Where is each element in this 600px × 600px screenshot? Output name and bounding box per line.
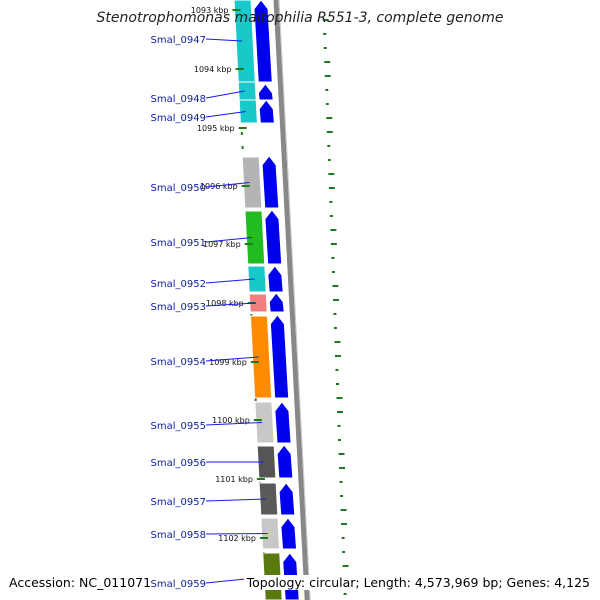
gene-label: Smal_0953	[151, 302, 206, 313]
cds-arrow	[267, 265, 284, 293]
cds-arrow	[264, 209, 283, 265]
genome-summary-text: Topology: circular; Length: 4,573,969 bp…	[243, 575, 590, 590]
cds-arrow	[269, 314, 290, 399]
feature-block	[244, 210, 266, 265]
leader-line	[205, 90, 245, 99]
scale-tick-label: 1095 kbp	[197, 124, 235, 133]
leader-line	[205, 182, 250, 188]
map-title: Stenotrophomonas maltophilia R551-3, com…	[96, 10, 504, 26]
leader-line	[205, 38, 243, 42]
scale-tick-label: 1093 kbp	[191, 6, 229, 15]
cds-arrow	[258, 99, 275, 124]
feature-block	[241, 156, 263, 209]
gene-label: Smal_0947	[151, 35, 206, 46]
gene-label: Smal_0954	[151, 357, 206, 368]
scale-tick-label: 1097 kbp	[203, 240, 241, 249]
leader-line	[205, 111, 246, 118]
scale-tick-label: 1098 kbp	[206, 299, 244, 308]
scale-ticks: 1093 kbp 1094 kbp 1095 kbp 1096 kbp 1097 kbp…	[191, 6, 268, 543]
leader-line	[205, 356, 259, 362]
scale-tick-label: 1096 kbp	[200, 182, 238, 191]
leader-line	[205, 533, 268, 535]
gene-label: Smal_0958	[151, 530, 206, 541]
gene-label: Smal_0949	[151, 113, 206, 124]
feature-block	[254, 401, 275, 444]
scale-tick-label: 1101 kbp	[215, 475, 253, 484]
cds-arrow	[274, 401, 292, 444]
feature-block	[237, 81, 257, 101]
feature-block	[249, 315, 273, 399]
backbone-track	[273, 0, 311, 600]
gene-label: Smal_0950	[151, 183, 206, 194]
leader-line	[205, 278, 255, 284]
backbone-highlight	[278, 0, 311, 600]
feature-block	[258, 482, 279, 516]
gene-label: Smal_0957	[151, 497, 206, 508]
cds-arrow	[261, 155, 280, 209]
cds-arrow	[253, 0, 273, 83]
leader-line	[205, 302, 256, 307]
gene-labels: Smal_0947 Smal_0948 Smal_0949 Smal_0950 Smal…	[151, 35, 271, 590]
cds-arrow	[280, 517, 298, 550]
feature-block	[238, 99, 258, 124]
accession-text: Accession: NC_011071	[9, 575, 152, 590]
scale-tick-label: 1100 kbp	[212, 416, 250, 425]
scale-tick-label: 1102 kbp	[218, 534, 256, 543]
feature-block	[248, 293, 268, 313]
gene-label: Smal_0956	[151, 458, 206, 469]
feature-block	[247, 265, 267, 293]
leader-line	[205, 422, 262, 426]
gene-label: Smal_0952	[151, 279, 206, 290]
gene-label: Smal_0948	[151, 94, 206, 105]
leader-line	[205, 237, 253, 243]
gene-label: Smal_0955	[151, 421, 206, 432]
scale-tick-label: 1099 kbp	[209, 358, 247, 367]
scale-tick-label: 1094 kbp	[194, 65, 232, 74]
cds-arrow	[257, 83, 274, 101]
cds-arrow	[276, 444, 294, 479]
backbone-line	[273, 0, 310, 600]
leader-line	[205, 498, 266, 502]
cds-arrow	[268, 292, 285, 313]
gene-label: Smal_0951	[151, 238, 206, 249]
gene-label: Smal_0959	[151, 579, 206, 590]
feature-block	[256, 445, 277, 479]
cds-arrow	[278, 482, 296, 516]
